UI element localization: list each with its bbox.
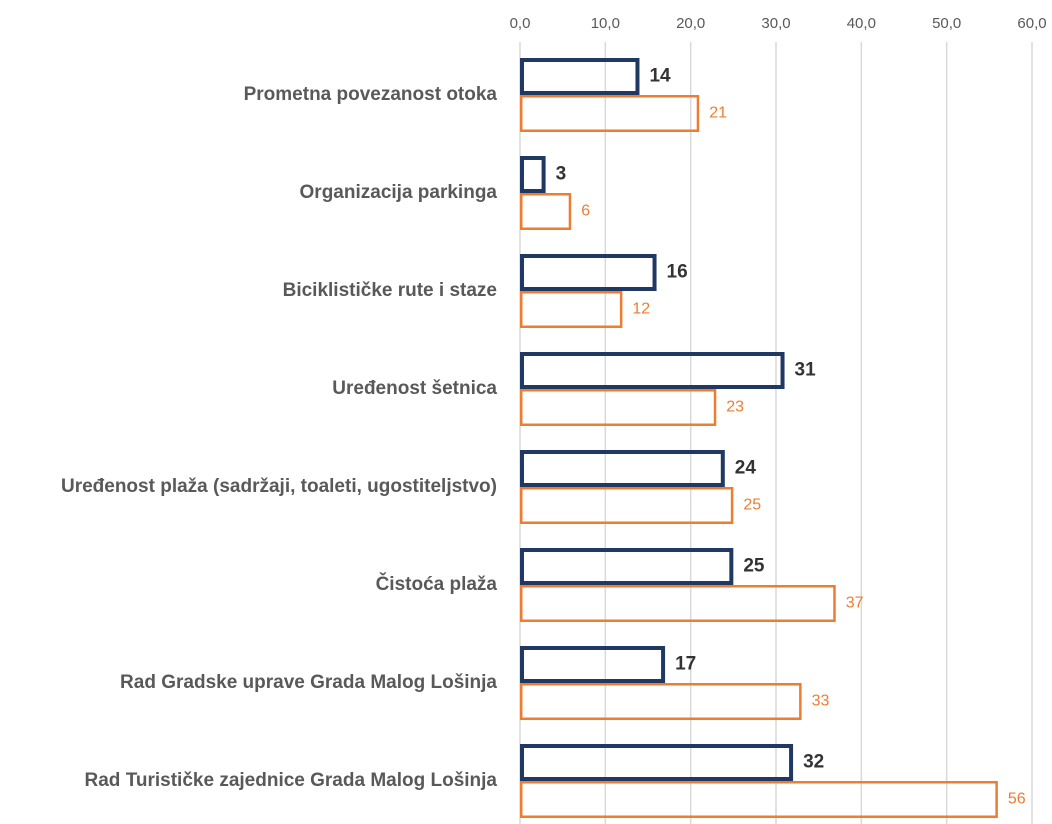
data-label: 56 (1008, 791, 1026, 808)
x-tick-label: 50,0 (932, 15, 961, 32)
bar (520, 585, 836, 622)
category-label: Rad Turističke zajednice Grada Malog Loš… (85, 770, 498, 791)
x-tick-label: 20,0 (676, 15, 705, 32)
category-label: Rad Gradske uprave Grada Malog Lošinja (120, 672, 497, 693)
x-tick-label: 40,0 (847, 15, 876, 32)
x-tick-label: 30,0 (761, 15, 790, 32)
category-label: Čistoća plaža (376, 573, 498, 595)
bar (520, 744, 794, 781)
category-label: Uređenost šetnica (332, 378, 497, 399)
bar (520, 156, 546, 193)
category-label: Biciklističke rute i staze (283, 280, 497, 301)
data-label: 24 (735, 458, 757, 479)
category-label: Prometna povezanost otoka (244, 84, 498, 105)
data-label: 17 (675, 654, 696, 675)
x-tick-label: 0,0 (510, 15, 531, 32)
data-label: 37 (846, 595, 864, 612)
bar (520, 352, 785, 389)
data-label: 14 (649, 66, 671, 87)
data-label: 16 (667, 262, 688, 283)
bar (520, 487, 734, 524)
bar (520, 450, 725, 487)
data-label: 33 (812, 693, 830, 710)
x-tick-label: 10,0 (591, 15, 620, 32)
x-tick-label: 60,0 (1017, 15, 1046, 32)
data-label: 12 (632, 301, 650, 318)
bar (520, 95, 700, 132)
category-label: Organizacija parkinga (300, 182, 498, 203)
bar (520, 548, 734, 585)
data-label: 31 (795, 360, 817, 381)
bar (520, 291, 623, 328)
data-label: 32 (803, 752, 824, 773)
bar (520, 646, 666, 683)
bar (520, 781, 998, 818)
category-label: Uređenost plaža (sadržaji, toaleti, ugos… (61, 476, 497, 497)
bar (520, 193, 572, 230)
data-label: 25 (743, 556, 765, 577)
data-label: 25 (743, 497, 761, 514)
bar (520, 254, 657, 291)
bar (520, 389, 717, 426)
data-label: 3 (556, 164, 567, 185)
bar (520, 683, 802, 720)
data-label: 6 (581, 203, 590, 220)
data-label: 21 (709, 105, 727, 122)
data-label: 23 (726, 399, 744, 416)
bar (520, 58, 640, 95)
